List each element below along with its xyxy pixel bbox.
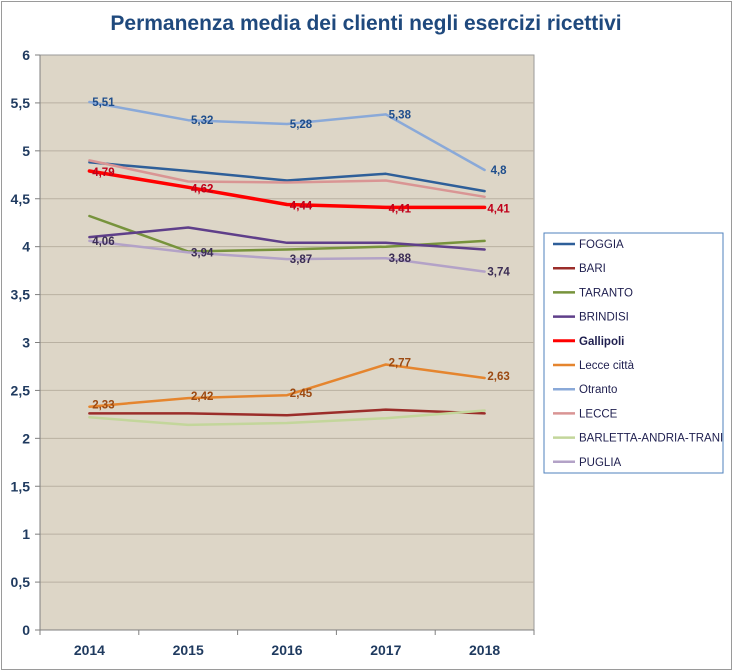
series-line-lecce-citt- [88, 363, 486, 408]
data-labels: 4,79 4,62 4,44 4,41 4,41 2,33 2,42 2,45 2,77 2,63… [92, 97, 510, 412]
x-tick-label: 2017 [370, 642, 401, 658]
series-line-puglia [88, 239, 486, 273]
x-tick-label: 2018 [469, 642, 500, 658]
data-label-otranto: 5,32 [191, 115, 213, 127]
legend-label: TARANTO [579, 287, 633, 299]
y-tick-label: 0 [22, 622, 30, 638]
y-tick-label: 0,5 [11, 574, 31, 590]
series-line-lecce [88, 159, 486, 199]
legend-label: BARI [579, 263, 606, 275]
y-tick-label: 6 [22, 47, 30, 63]
y-tick-label: 2 [22, 430, 30, 446]
data-label-lecce-citt-: 2,33 [92, 400, 114, 412]
chart-title: Permanenza media dei clienti negli eserc… [110, 12, 621, 35]
y-tick-label: 5,5 [11, 95, 31, 111]
data-label-otranto: 5,51 [92, 97, 115, 109]
y-tick-label: 2,5 [11, 382, 31, 398]
data-label-otranto: 4,8 [491, 165, 508, 177]
series-line-foggia [88, 161, 486, 193]
y-tick-label: 5 [22, 143, 30, 159]
legend: FOGGIA BARI TARANTO BRINDISI Gallipoli Lecce … [543, 232, 724, 474]
data-label-gallipoli: 4,41 [487, 203, 510, 215]
series-line-brindisi [88, 226, 486, 251]
legend-label: PUGLIA [579, 457, 622, 469]
data-label-gallipoli: 4,62 [191, 183, 213, 195]
data-label-gallipoli: 4,79 [92, 167, 114, 179]
legend-label: FOGGIA [579, 239, 624, 251]
data-label-lecce-citt-: 2,45 [290, 388, 313, 400]
y-axis-ticks: 0 0,5 1 1,5 2 2,5 3 3,5 4 4,5 5 5,5 6 [11, 47, 40, 638]
legend-label: Gallipoli [579, 336, 624, 348]
y-tick-label: 4 [22, 239, 30, 255]
series-line-barletta-andria-trani [88, 409, 486, 427]
legend-label: BRINDISI [579, 312, 629, 324]
legend-label: LECCE [579, 408, 618, 420]
y-tick-label: 1 [22, 526, 30, 542]
data-label-gallipoli: 4,41 [389, 203, 412, 215]
x-tick-label: 2015 [173, 642, 204, 658]
legend-box [543, 232, 724, 474]
legend-label: Lecce città [579, 360, 635, 372]
y-tick-label: 1,5 [11, 478, 31, 494]
data-label-lecce-citt-: 2,63 [487, 371, 509, 383]
data-label-otranto: 5,28 [290, 119, 313, 131]
data-label-puglia: 3,94 [191, 247, 214, 259]
x-tick-label: 2014 [74, 642, 105, 658]
y-tick-label: 3,5 [11, 287, 31, 303]
data-label-puglia: 3,87 [290, 254, 312, 266]
series-line-gallipoli [87, 169, 487, 210]
legend-label: BARLETTA-ANDRIA-TRANI [579, 433, 723, 445]
y-tick-label: 4,5 [11, 191, 31, 207]
data-label-otranto: 5,38 [389, 109, 412, 121]
data-label-gallipoli: 4,44 [290, 201, 313, 213]
y-tick-label: 3 [22, 335, 30, 351]
data-label-puglia: 3,74 [487, 267, 510, 279]
x-axis-ticks: 2014 2015 2016 2017 2018 [39, 630, 535, 658]
legend-label: Otranto [579, 384, 617, 396]
series-line-bari [88, 408, 486, 417]
data-label-puglia: 3,88 [389, 253, 412, 265]
series-lines [87, 100, 487, 427]
data-label-puglia: 4,06 [92, 236, 114, 248]
data-label-lecce-citt-: 2,77 [389, 358, 411, 370]
data-label-lecce-citt-: 2,42 [191, 391, 213, 403]
x-tick-label: 2016 [271, 642, 302, 658]
series-line-otranto [88, 100, 486, 172]
